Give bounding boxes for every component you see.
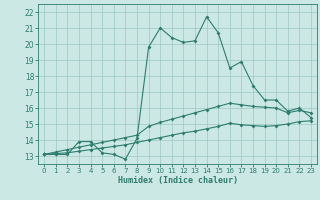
X-axis label: Humidex (Indice chaleur): Humidex (Indice chaleur) — [118, 176, 238, 185]
